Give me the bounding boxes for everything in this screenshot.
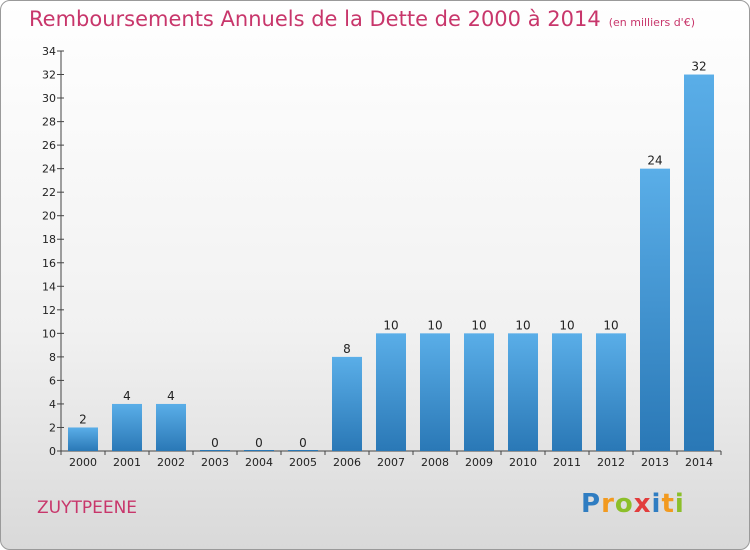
y-tick-label: 10 <box>42 327 56 340</box>
y-tick-label: 22 <box>42 186 56 199</box>
bar-value-label: 2 <box>79 412 87 426</box>
bar <box>68 427 98 451</box>
bar <box>112 403 142 451</box>
bar-value-label: 0 <box>211 436 219 450</box>
bar-value-label: 4 <box>167 389 175 403</box>
bar-value-label: 0 <box>299 436 307 450</box>
y-tick-label: 24 <box>42 163 56 176</box>
x-tick-label: 2014 <box>685 456 713 469</box>
bar <box>244 450 274 451</box>
x-tick-label: 2004 <box>245 456 273 469</box>
bar-value-label: 10 <box>471 318 486 332</box>
y-tick-label: 4 <box>49 398 56 411</box>
x-tick-label: 2008 <box>421 456 449 469</box>
chart-title-text: Remboursements Annuels de la Dette de 20… <box>29 7 601 31</box>
y-tick-label: 14 <box>42 280 56 293</box>
bar <box>464 333 494 451</box>
bar-value-label: 10 <box>603 318 618 332</box>
y-tick-label: 30 <box>42 92 56 105</box>
x-tick-label: 2011 <box>553 456 581 469</box>
bar <box>552 333 582 451</box>
bar-value-label: 8 <box>343 342 351 356</box>
y-tick-label: 28 <box>42 116 56 129</box>
bar <box>420 333 450 451</box>
x-tick-label: 2007 <box>377 456 405 469</box>
x-tick-label: 2013 <box>641 456 669 469</box>
bar-value-label: 0 <box>255 436 263 450</box>
bar <box>508 333 538 451</box>
x-tick-label: 2000 <box>69 456 97 469</box>
y-tick-label: 8 <box>49 351 56 364</box>
bar <box>684 74 714 451</box>
bar-value-label: 32 <box>691 60 706 74</box>
chart-title: Remboursements Annuels de la Dette de 20… <box>29 7 695 31</box>
bar <box>332 356 362 451</box>
y-tick-label: 2 <box>49 421 56 434</box>
x-tick-label: 2003 <box>201 456 229 469</box>
bar-value-label: 10 <box>559 318 574 332</box>
bar-value-label: 10 <box>383 318 398 332</box>
y-tick-label: 18 <box>42 233 56 246</box>
bar-value-label: 4 <box>123 389 131 403</box>
bar <box>596 333 626 451</box>
bar <box>200 450 230 451</box>
y-tick-label: 20 <box>42 210 56 223</box>
y-tick-label: 6 <box>49 374 56 387</box>
bar-value-label: 10 <box>515 318 530 332</box>
x-tick-label: 2006 <box>333 456 361 469</box>
x-tick-label: 2010 <box>509 456 537 469</box>
y-tick-label: 16 <box>42 257 56 270</box>
y-tick-label: 34 <box>42 45 56 58</box>
bar <box>288 450 318 451</box>
y-tick-label: 12 <box>42 304 56 317</box>
x-tick-label: 2012 <box>597 456 625 469</box>
y-tick-label: 0 <box>49 445 56 458</box>
y-tick-label: 26 <box>42 139 56 152</box>
chart-unit: (en milliers d'€) <box>608 16 695 29</box>
x-tick-label: 2002 <box>157 456 185 469</box>
bar <box>640 168 670 451</box>
x-tick-label: 2009 <box>465 456 493 469</box>
bar-value-label: 24 <box>647 154 662 168</box>
bar-value-label: 10 <box>427 318 442 332</box>
y-tick-label: 32 <box>42 69 56 82</box>
bar <box>156 403 186 451</box>
x-tick-label: 2005 <box>289 456 317 469</box>
bar <box>376 333 406 451</box>
commune-name: ZUYTPEENE <box>37 498 138 518</box>
proxiti-logo: Proxiti <box>581 489 685 519</box>
x-tick-label: 2001 <box>113 456 141 469</box>
